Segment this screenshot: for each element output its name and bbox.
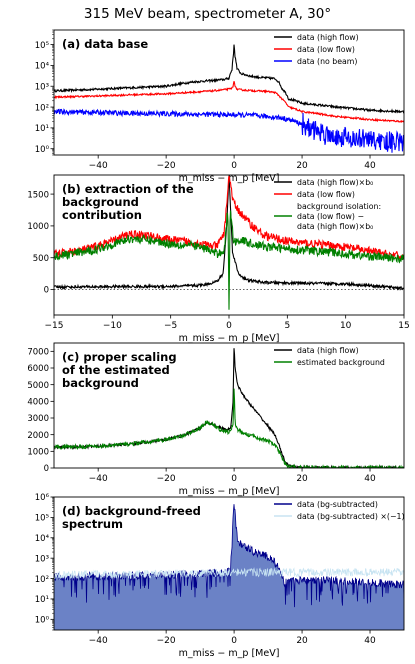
x-axis-label: m_miss − m_p [MeV] (179, 648, 280, 659)
y-tick-label: 10¹ (35, 595, 49, 605)
y-tick-label: 1000 (27, 222, 49, 232)
series-line-0 (54, 44, 404, 114)
y-tick-label: 10² (35, 103, 49, 113)
y-tick-label: 3000 (27, 414, 49, 424)
legend-entry: data (bg-subtracted) (297, 500, 378, 509)
plot-area (54, 44, 404, 153)
y-tick-label: 10⁴ (35, 534, 50, 544)
y-tick-label: 6000 (27, 364, 49, 374)
x-tick-label: −20 (157, 161, 176, 171)
series-line-2 (54, 108, 404, 153)
legend-entry: data (high flow) (297, 346, 359, 355)
y-tick-label: 10³ (35, 554, 49, 564)
panel-label: spectrum (62, 517, 123, 531)
series-line-bg-negated (54, 567, 404, 581)
y-tick-label: 0 (44, 464, 49, 474)
legend-entry: estimated background (297, 358, 385, 367)
x-axis-label: m_miss − m_p [MeV] (179, 486, 280, 497)
panel-label: background (62, 376, 139, 390)
y-tick-label: 4000 (27, 398, 49, 408)
x-axis-label: m_miss − m_p [MeV] (179, 333, 280, 344)
series-line-1 (54, 81, 404, 124)
series-line-0 (54, 175, 404, 291)
x-tick-label: 20 (296, 474, 308, 484)
panel-2: −15 −10 −5 0 5 10 15 0 500 1000 1500 m_miss − m_p [… (27, 174, 410, 344)
x-tick-label: 20 (296, 636, 308, 646)
y-tick-label: 7000 (27, 348, 49, 358)
x-tick-label: −10 (103, 321, 122, 331)
legend-entry: data (high flow) (297, 33, 359, 42)
y-tick-label: 500 (33, 254, 49, 264)
plot-area (54, 175, 404, 310)
panel-label: contribution (62, 208, 142, 222)
legend-entry: background isolation: (297, 202, 381, 211)
x-tick-label: 40 (364, 474, 376, 484)
panel-label: (a) data base (62, 37, 148, 51)
x-tick-label: 0 (231, 161, 237, 171)
plot-area (54, 504, 404, 630)
y-tick-label: 10⁵ (35, 41, 49, 51)
legend-entry: data (low flow) − (297, 212, 364, 221)
legend-entry: data (low flow) (297, 190, 355, 199)
y-tick-label: 10¹ (35, 124, 49, 134)
legend-entry: data (bg-subtracted) ×(−1) (297, 512, 405, 521)
y-tick-label: 1500 (27, 190, 49, 200)
x-tick-label: 0 (226, 321, 232, 331)
y-tick-label: 0 (44, 286, 49, 296)
x-tick-label: −40 (89, 636, 108, 646)
series-line-2 (54, 210, 404, 310)
panel-label: (d) background-freed (62, 504, 201, 518)
axes-frame (53, 496, 405, 631)
y-tick-label: 10⁰ (35, 616, 50, 626)
x-tick-label: 10 (340, 321, 352, 331)
y-tick-label: 10² (35, 575, 49, 585)
y-tick-label: 5000 (27, 381, 49, 391)
panel-label: (c) proper scaling (62, 350, 177, 364)
x-tick-label: 40 (364, 161, 376, 171)
x-tick-label: −5 (164, 321, 177, 331)
figure-title: 315 MeV beam, spectrometer A, 30° (83, 6, 332, 22)
x-tick-label: −40 (89, 161, 108, 171)
panel-4: −40 −20 0 20 40 10⁰ 10¹ 10² 10³ 10⁴ 10⁵ 10⁶ m_miss −… (35, 493, 405, 659)
y-tick-label: 1000 (27, 448, 49, 458)
legend-entry: data (no beam) (297, 57, 357, 66)
x-tick-label: 0 (231, 474, 237, 484)
x-tick-label: 40 (364, 636, 376, 646)
y-tick-label: 10⁰ (35, 145, 50, 155)
series-fill-bg-subtracted (54, 504, 404, 630)
panel-label: (b) extraction of the (62, 182, 194, 196)
panel-3: −40 −20 0 20 40 0 1000 2000 3000 4000 5000 6000 7000… (27, 342, 405, 497)
x-tick-label: 15 (398, 321, 409, 331)
x-tick-label: −15 (45, 321, 64, 331)
x-tick-label: 0 (231, 636, 237, 646)
x-tick-label: −20 (157, 474, 176, 484)
y-tick-label: 10⁵ (35, 514, 49, 524)
y-tick-label: 10³ (35, 82, 49, 92)
plot-area (54, 348, 404, 468)
legend-entry: data (high flow)×b₀ (297, 222, 373, 231)
y-tick-label: 10⁶ (35, 493, 50, 503)
x-tick-label: 5 (284, 321, 290, 331)
axes-frame (53, 342, 405, 469)
x-tick-label: 20 (296, 161, 308, 171)
y-tick-label: 2000 (27, 431, 49, 441)
legend-entry: data (low flow) (297, 45, 355, 54)
series-line-1 (54, 175, 404, 261)
legend-entry: data (high flow)×b₀ (297, 178, 373, 187)
x-tick-label: −40 (89, 474, 108, 484)
panel-label: of the estimated (62, 363, 170, 377)
y-tick-label: 10⁴ (35, 62, 50, 72)
series-line-1 (54, 388, 404, 468)
x-tick-label: −20 (157, 636, 176, 646)
panel-label: background (62, 195, 139, 209)
